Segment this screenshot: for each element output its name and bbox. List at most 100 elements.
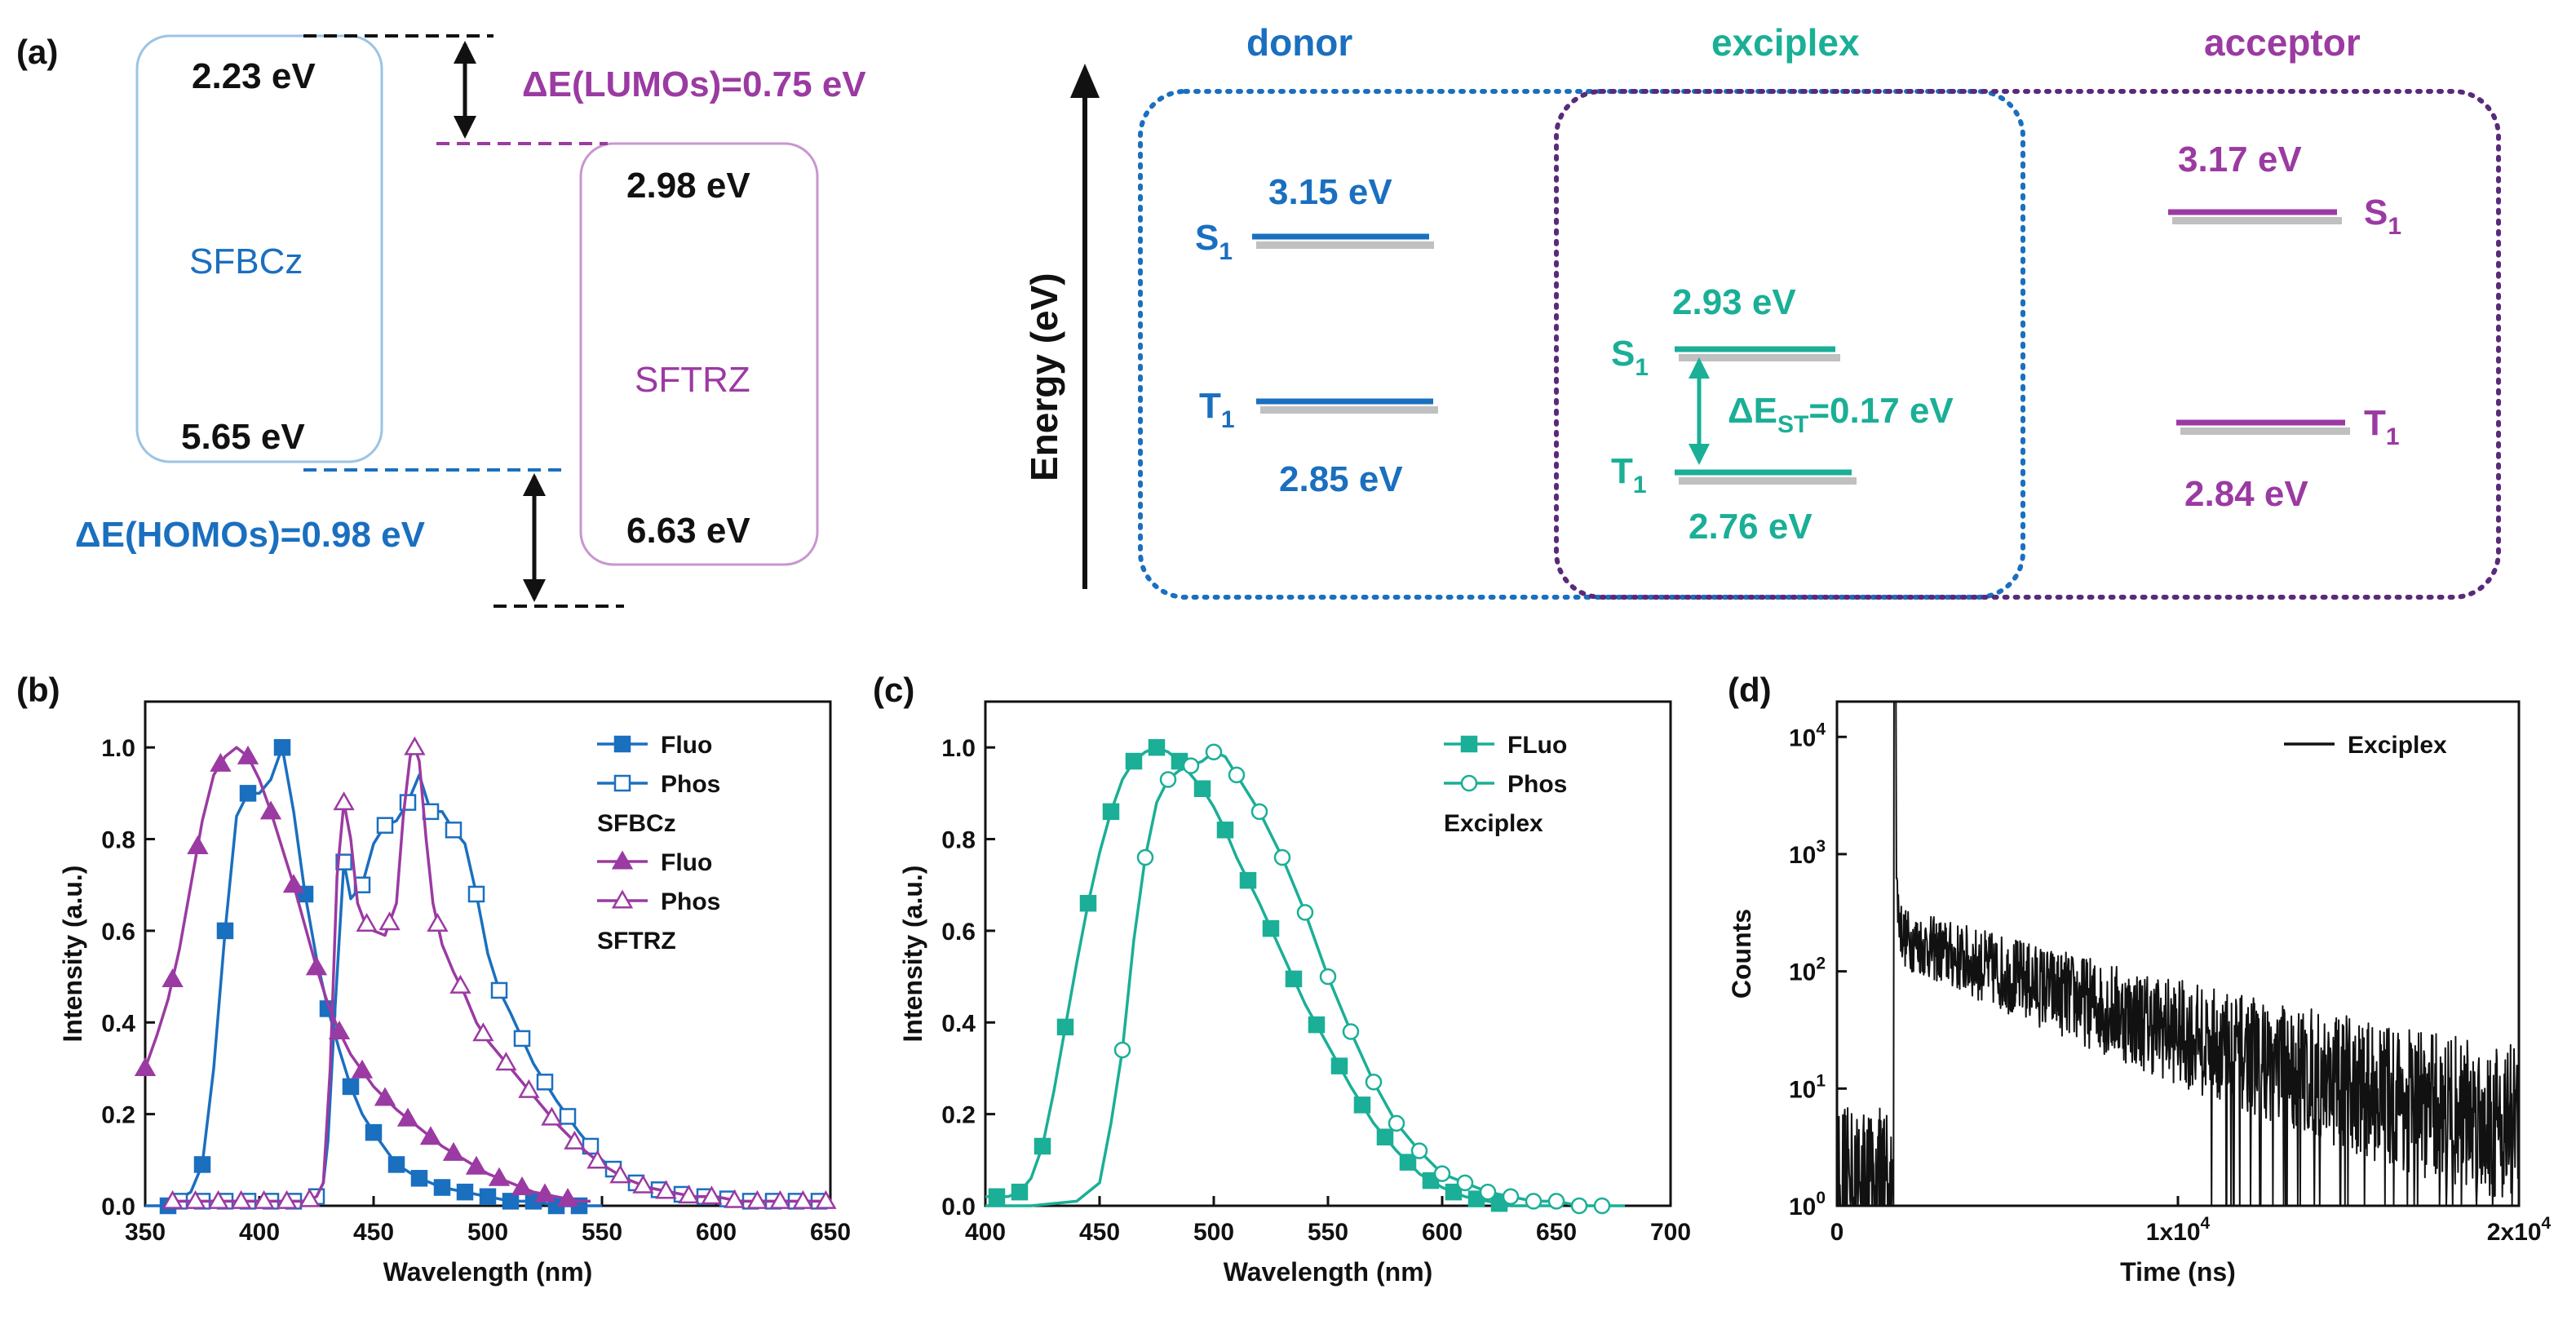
- data-point: [1285, 970, 1303, 988]
- data-point: [365, 1123, 383, 1141]
- exciplex-s1-label: S1: [1611, 334, 1649, 381]
- legend-entry: Phos: [661, 888, 720, 915]
- data-point: [502, 1193, 520, 1210]
- acceptor-t1-value: 2.84 eV: [2184, 474, 2308, 514]
- data-point: [1376, 1128, 1394, 1145]
- y-tick-label: 0.6: [941, 919, 976, 946]
- x-tick-label: 350: [125, 1219, 166, 1246]
- data-point: [1113, 1041, 1131, 1059]
- x-tick-label: 1x104: [2146, 1214, 2211, 1246]
- panel-a-label: (a): [16, 33, 58, 71]
- x-axis-label: Wavelength (nm): [383, 1257, 593, 1287]
- data-point: [1056, 1018, 1074, 1036]
- data-point: [1182, 757, 1200, 774]
- x-tick-label: 600: [696, 1219, 737, 1246]
- y-tick-label: 0.0: [101, 1194, 135, 1220]
- series-sftrz-fluo: [134, 745, 591, 1207]
- data-point: [472, 1022, 494, 1042]
- data-point: [1033, 1137, 1051, 1155]
- data-point: [1308, 1016, 1326, 1034]
- sftrz-name: SFTRZ: [635, 360, 750, 400]
- data-point: [210, 752, 232, 772]
- data-point: [1330, 1057, 1348, 1074]
- data-point: [1250, 803, 1268, 821]
- delta-homo-arrowhead-down: [523, 579, 546, 602]
- data-point: [1433, 1165, 1451, 1182]
- x-tick-label: 450: [1079, 1219, 1120, 1246]
- data-point: [376, 817, 394, 834]
- donor-s1-value: 3.15 eV: [1268, 172, 1392, 212]
- data-point: [253, 1189, 275, 1209]
- legend-group-title: SFTRZ: [597, 928, 676, 955]
- x-tick-label: 400: [239, 1219, 280, 1246]
- delta-lumo-arrowhead-down: [454, 116, 476, 139]
- y-axis-label: Intensity (a.u.): [58, 866, 87, 1043]
- acceptor-s1-shadow: [2172, 217, 2342, 224]
- sfbcz-homo-value: 5.65 eV: [181, 417, 305, 457]
- sftrz-homo-value: 6.63 eV: [626, 511, 750, 551]
- y-axis-label: Counts: [1727, 909, 1756, 999]
- legend: Exciplex: [2284, 732, 2447, 759]
- dest-arrowhead-down: [1689, 444, 1710, 465]
- data-point: [134, 1056, 157, 1076]
- x-tick-label: 650: [810, 1219, 851, 1246]
- x-tick-label: 400: [965, 1219, 1006, 1246]
- legend-group-title: SFBCz: [597, 810, 676, 837]
- acceptor-t1-shadow: [2180, 427, 2350, 435]
- y-tick-label: 0.2: [101, 1102, 135, 1129]
- x-tick-label: 0: [1830, 1219, 1844, 1246]
- data-point: [356, 912, 378, 932]
- data-point: [276, 1189, 298, 1209]
- legend-entry: Phos: [1507, 771, 1567, 798]
- acceptor-exciplex-box: [1554, 89, 2501, 600]
- donor-t1-shadow: [1260, 406, 1438, 414]
- data-point: [335, 853, 352, 870]
- data-point: [237, 745, 259, 764]
- data-point: [513, 1030, 531, 1048]
- donor-t1-value: 2.85 eV: [1279, 459, 1403, 499]
- y-tick-label: 0.4: [941, 1010, 976, 1037]
- donor-t1-label: T1: [1199, 386, 1235, 433]
- y-tick-label: 1.0: [941, 735, 976, 762]
- data-point: [556, 1188, 579, 1207]
- data-point: [1125, 752, 1143, 770]
- legend-marker: [1460, 774, 1478, 792]
- legend-entry: FLuo: [1507, 732, 1567, 759]
- donor-s1-shadow: [1256, 241, 1434, 249]
- data-point: [655, 1180, 677, 1199]
- data-point: [305, 956, 328, 976]
- sfbcz-lumo-value: 2.23 eV: [192, 56, 316, 96]
- data-point: [586, 1149, 609, 1169]
- energy-axis-label: Energy (eV): [1023, 272, 1065, 481]
- series-sftrz-phos: [162, 736, 837, 1209]
- data-point: [1399, 1154, 1417, 1171]
- data-point: [445, 822, 463, 839]
- acceptor-title: acceptor: [2204, 21, 2361, 64]
- data-point: [230, 1189, 252, 1209]
- legend-entry: Phos: [661, 771, 720, 798]
- legend-entry: Fluo: [661, 732, 712, 759]
- data-point: [1205, 743, 1223, 761]
- data-point: [533, 1183, 556, 1203]
- legend-entry: Fluo: [661, 849, 712, 876]
- data-point: [465, 1155, 488, 1175]
- panel-d-chart: (d) 0 1x104 2x104 100 101 102 103 104 Time (ns) Co…: [1727, 671, 2552, 1287]
- x-tick-label: 600: [1422, 1219, 1463, 1246]
- legend: Fluo Phos SFBCz Fluo Phos SFTRZ: [597, 732, 720, 955]
- panel-c-chart: (c) 400 450 500 550 600 650 700 0.0 0.2 0.4 0.6 0.8 1…: [873, 671, 1691, 1287]
- data-point: [333, 791, 355, 811]
- panel-a-exciplex-diagram: Energy (eV) donor exciplex acceptor S1 T…: [1023, 21, 2501, 600]
- legend-entry: Exciplex: [2348, 732, 2447, 759]
- data-point: [632, 1174, 654, 1194]
- data-point: [1262, 919, 1280, 937]
- x-tick-label: 500: [1193, 1219, 1234, 1246]
- data-point: [1216, 822, 1234, 839]
- data-point: [399, 794, 417, 811]
- legend-marker: [611, 850, 634, 870]
- panel-a-energy-levels: (a) 2.23 eV SFBCz 5.65 eV 2.98 eV SFTRZ …: [16, 33, 866, 608]
- x-axis-label: Time (ns): [2120, 1257, 2236, 1287]
- data-point: [427, 912, 449, 932]
- data-point: [259, 800, 282, 820]
- data-point: [351, 1059, 374, 1079]
